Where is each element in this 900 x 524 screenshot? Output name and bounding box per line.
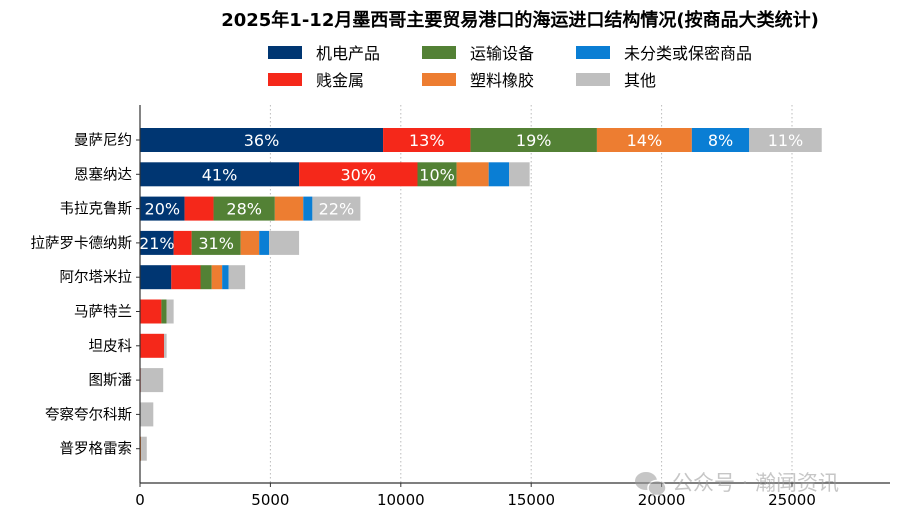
bar-segment — [140, 128, 384, 152]
bar-segment — [140, 436, 142, 461]
bar-segment — [312, 196, 361, 221]
bar-segment — [140, 196, 185, 221]
watermark: 公众号 · 瀚闻资讯 — [635, 471, 839, 497]
bar-segment — [200, 265, 212, 290]
y-tick-label: 普罗格雷索 — [60, 441, 133, 458]
legend-label: 贱金属 — [316, 71, 364, 90]
watermark-text: 公众号 · 瀚闻资讯 — [672, 471, 839, 495]
bar-segment — [140, 299, 162, 324]
bar-segment — [456, 162, 489, 187]
bar-segment — [140, 368, 164, 393]
data-label: 20% — [145, 200, 181, 219]
legend-swatch — [576, 46, 610, 59]
y-tick-label: 恩塞纳达 — [74, 165, 132, 183]
bar-segment — [259, 230, 270, 255]
bar-segment — [228, 265, 246, 290]
data-label: 10% — [419, 165, 455, 184]
y-tick-label: 拉萨罗卡德纳斯 — [31, 235, 133, 252]
x-tick-label: 25000 — [768, 491, 816, 509]
bar-segment — [509, 162, 530, 187]
data-label: 8% — [708, 131, 733, 150]
bar-segment — [240, 230, 260, 255]
bar-segment — [173, 230, 192, 255]
bar-segment — [383, 128, 471, 152]
bar-segment — [166, 299, 174, 324]
legend-swatch — [422, 46, 456, 59]
y-tick-label: 夸察夸尔科斯 — [45, 405, 132, 423]
legend-label: 运输设备 — [470, 44, 534, 63]
chart-title: 2025年1-12月墨西哥主要贸易港口的海运进口结构情况(按商品大类统计) — [221, 9, 819, 31]
data-label: 13% — [409, 131, 445, 150]
data-label: 14% — [627, 131, 663, 150]
data-label: 30% — [341, 165, 377, 184]
y-tick-label: 图斯潘 — [89, 372, 133, 389]
y-tick-label: 马萨特兰 — [74, 304, 132, 321]
bar-segment — [163, 333, 167, 358]
data-label: 19% — [516, 131, 552, 150]
x-tick-label: 20000 — [638, 491, 686, 509]
legend-swatch — [576, 73, 610, 86]
bar-segment — [140, 230, 174, 255]
data-label: 41% — [202, 165, 238, 184]
legend-label: 塑料橡胶 — [470, 71, 534, 90]
bar-segment — [417, 162, 457, 187]
data-label: 31% — [198, 234, 234, 253]
bar-segment — [213, 196, 275, 221]
bar-segment — [171, 265, 201, 290]
bar-segment — [269, 230, 300, 255]
data-label: 11% — [768, 131, 804, 150]
legend-label: 未分类或保密商品 — [624, 44, 752, 63]
bar-segment — [749, 128, 822, 152]
bar-segment — [141, 436, 147, 461]
x-tick-label: 10000 — [377, 491, 425, 509]
legend-swatch — [422, 73, 456, 86]
bar-segment — [470, 128, 597, 152]
bar-segment — [488, 162, 510, 187]
bar-segment — [211, 265, 223, 290]
y-tick-label: 韦拉克鲁斯 — [60, 201, 133, 218]
bar-segment — [140, 162, 300, 187]
y-tick-label: 阿尔塔米拉 — [60, 269, 133, 286]
wechat-icon — [635, 472, 667, 497]
legend-label: 机电产品 — [316, 44, 380, 63]
bar-segment — [596, 128, 692, 152]
data-label: 21% — [139, 234, 175, 253]
bar-segment — [140, 402, 154, 427]
bar-segment — [299, 162, 418, 187]
bar-segment — [691, 128, 750, 152]
bar-segment — [303, 196, 313, 221]
bar-segment — [140, 333, 164, 358]
bar-segment — [140, 265, 172, 290]
legend-label: 其他 — [624, 71, 656, 90]
bar-segment — [274, 196, 304, 221]
y-tick-label: 曼萨尼约 — [74, 132, 132, 149]
y-tick-label: 坦皮科 — [89, 338, 133, 355]
data-label: 36% — [244, 131, 280, 150]
bar-segment — [184, 196, 214, 221]
bar-segment — [191, 230, 241, 255]
data-label: 22% — [319, 200, 355, 219]
x-tick-label: 0 — [135, 491, 145, 509]
bar-segment — [161, 299, 167, 324]
x-tick-label: 5000 — [251, 491, 289, 509]
bar-segment — [222, 265, 229, 290]
x-tick-label: 15000 — [507, 491, 555, 509]
legend-swatch — [268, 73, 302, 86]
legend-swatch — [268, 46, 302, 59]
data-label: 28% — [226, 200, 262, 219]
